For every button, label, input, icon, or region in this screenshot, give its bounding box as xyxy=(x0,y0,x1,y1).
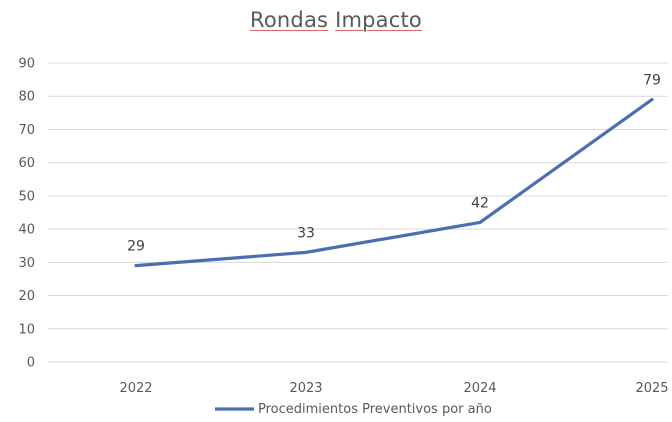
y-tick-label: 0 xyxy=(27,356,35,371)
y-tick-label: 40 xyxy=(18,223,35,238)
x-tick-label: 2022 xyxy=(119,381,152,396)
y-tick-label: 30 xyxy=(18,256,35,271)
y-tick-label: 50 xyxy=(18,189,35,204)
data-labels: 29 33 42 79 xyxy=(127,73,661,255)
data-label: 29 xyxy=(127,239,145,255)
chart-title-word-2: Impacto xyxy=(335,8,422,32)
chart-title: Rondas Impacto xyxy=(0,8,672,32)
data-label: 33 xyxy=(297,225,315,241)
gridlines xyxy=(48,62,668,363)
x-tick-label: 2023 xyxy=(289,381,322,396)
series-lines xyxy=(134,97,654,268)
y-tick-label: 80 xyxy=(18,90,35,105)
y-axis-tick-labels: 0 10 20 30 40 50 60 70 80 90 xyxy=(18,57,35,371)
x-tick-label: 2024 xyxy=(463,381,496,396)
y-tick-label: 90 xyxy=(18,57,35,72)
y-tick-label: 60 xyxy=(18,156,35,171)
y-tick-label: 70 xyxy=(18,123,35,138)
y-tick-label: 10 xyxy=(18,322,35,337)
legend-label: Procedimientos Preventivos por año xyxy=(258,402,492,417)
data-label: 79 xyxy=(643,73,661,89)
chart-title-word-1: Rondas xyxy=(250,8,329,32)
y-tick-label: 20 xyxy=(18,289,35,304)
legend: Procedimientos Preventivos por año xyxy=(215,402,492,417)
x-tick-label: 2025 xyxy=(635,381,668,396)
x-axis-tick-labels: 2022 2023 2024 2025 xyxy=(119,381,668,396)
series-line xyxy=(134,97,654,268)
data-label: 42 xyxy=(471,195,489,211)
